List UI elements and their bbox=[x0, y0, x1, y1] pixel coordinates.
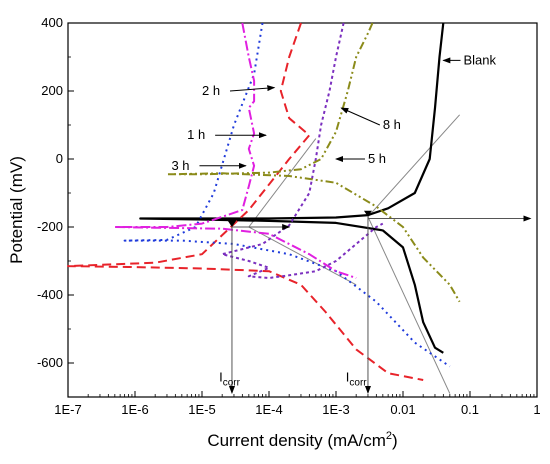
y-tick-label: -400 bbox=[37, 287, 63, 302]
annotations: Blank 2 h 1 h 8 h 3 h 5 h Icorr Icorr bbox=[171, 52, 496, 388]
axis-ticks: 1E-7 1E-6 1E-5 1E-4 1E-3 0.01 0.1 1 400 200 0 -200 -… bbox=[37, 15, 541, 417]
series-annotation-label: 8 h bbox=[383, 117, 401, 132]
series-annotation-label: 2 h bbox=[202, 83, 220, 98]
series-annotation-label: 3 h bbox=[171, 158, 189, 173]
y-tick-label: 400 bbox=[41, 15, 63, 30]
x-axis-title: Current density (mA/cm2) bbox=[207, 430, 397, 450]
series-annotation-arrow bbox=[340, 107, 381, 126]
icorr-point-marker bbox=[227, 221, 236, 227]
series-line-blank bbox=[139, 22, 445, 354]
series-line-3-h bbox=[113, 22, 357, 279]
tangent-lines bbox=[248, 114, 460, 394]
icorr-label: Icorr bbox=[219, 370, 241, 389]
series-line-1-h bbox=[67, 22, 424, 381]
plot-border bbox=[67, 22, 538, 398]
icorr-marker-lines bbox=[227, 210, 532, 394]
series-line-8-h bbox=[166, 22, 461, 303]
series-lines bbox=[67, 22, 461, 381]
y-tick-label: -600 bbox=[37, 355, 63, 370]
icorr-label: Icorr bbox=[346, 370, 368, 389]
series-annotation-label: Blank bbox=[464, 52, 497, 67]
tafel-tangent-line bbox=[248, 138, 317, 228]
series-annotation-label: 5 h bbox=[368, 151, 386, 166]
tafel-tangent-line bbox=[367, 114, 460, 218]
y-tick-label: 0 bbox=[56, 151, 63, 166]
series-annotation-arrow bbox=[229, 85, 276, 92]
x-tick-label: 1E-6 bbox=[121, 402, 148, 417]
series-line-2-h bbox=[123, 22, 451, 368]
x-tick-label: 1E-7 bbox=[54, 402, 81, 417]
x-tick-label: 1 bbox=[533, 402, 540, 417]
x-tick-label: 0.1 bbox=[461, 402, 479, 417]
y-axis-title: Potential (mV) bbox=[7, 156, 26, 264]
x-tick-label: 0.01 bbox=[390, 402, 415, 417]
y-tick-label: 200 bbox=[41, 83, 63, 98]
icorr-point-marker bbox=[363, 210, 372, 217]
series-annotation-label: 1 h bbox=[187, 127, 205, 142]
x-tick-label: 1E-3 bbox=[322, 402, 349, 417]
tafel-tangent-line bbox=[367, 216, 451, 394]
tafel-tangent-line bbox=[248, 226, 357, 286]
x-tick-label: 1E-4 bbox=[255, 402, 282, 417]
series-line-5-h bbox=[221, 22, 384, 279]
plot-frame bbox=[67, 22, 538, 398]
x-tick-label: 1E-5 bbox=[188, 402, 215, 417]
y-tick-label: -200 bbox=[37, 219, 63, 234]
